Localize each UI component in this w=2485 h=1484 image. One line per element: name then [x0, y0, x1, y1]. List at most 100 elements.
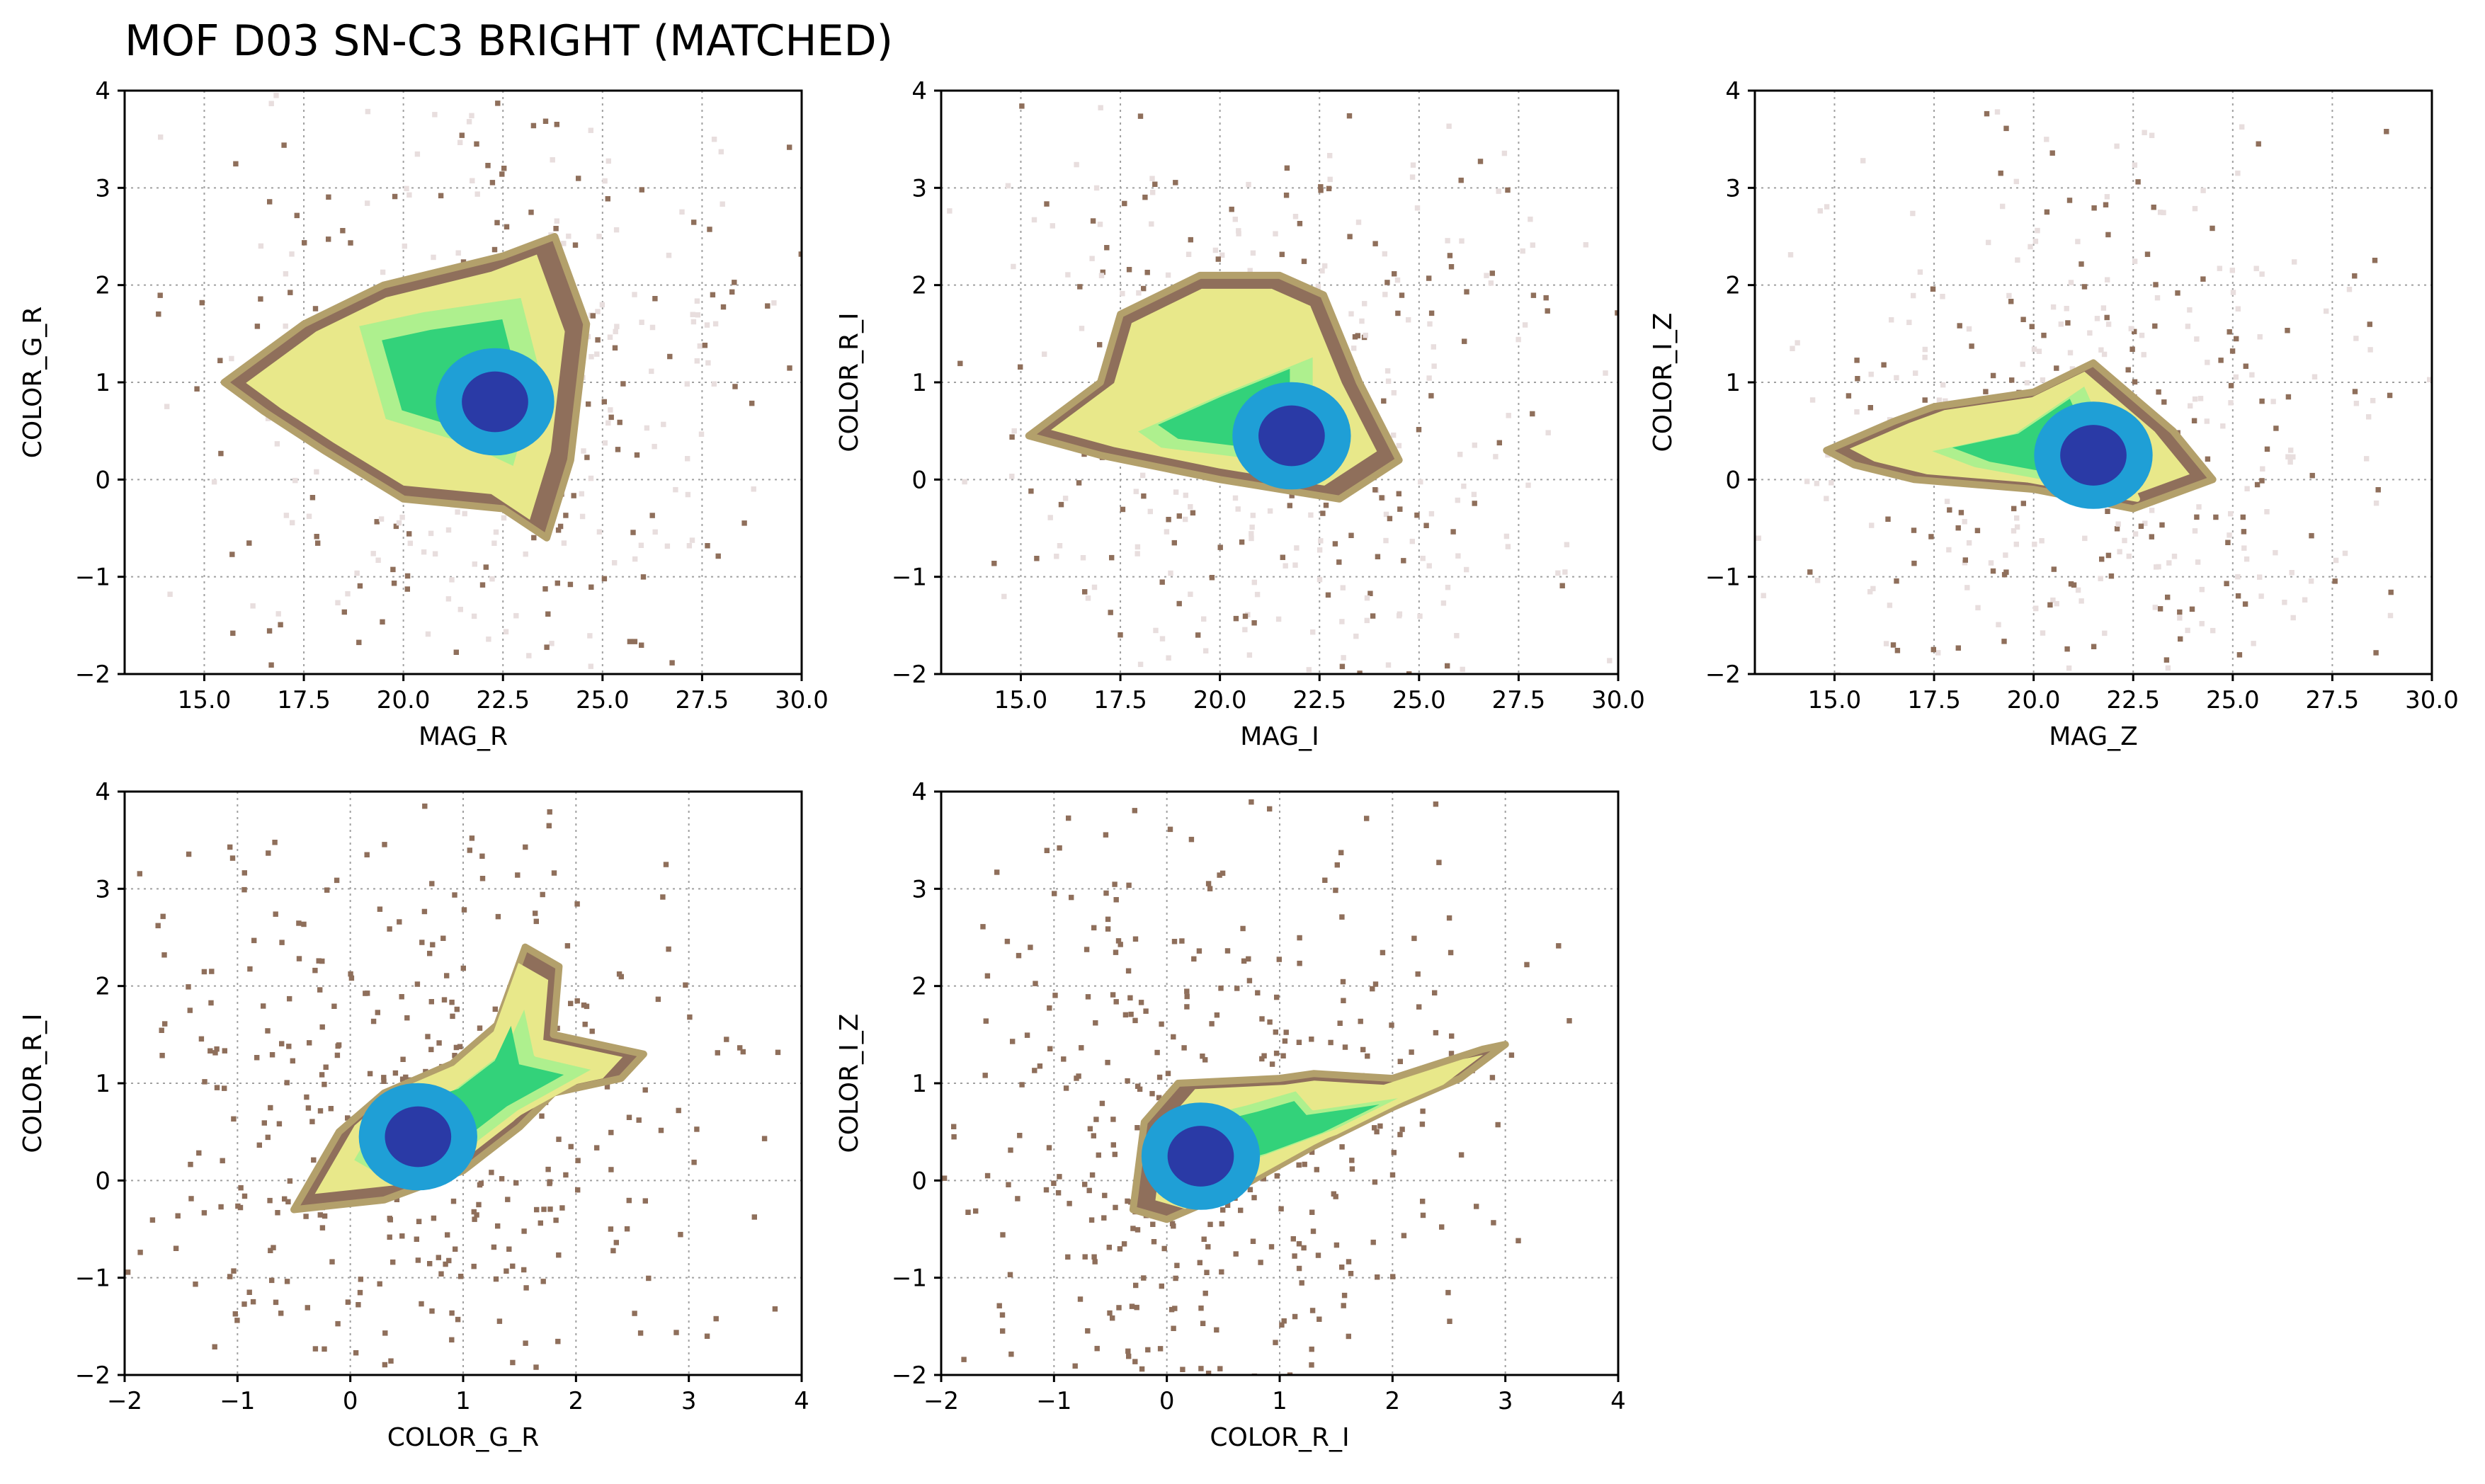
outlier-bin: [322, 1081, 327, 1088]
outlier-bin: [266, 628, 273, 634]
outlier-bin: [2157, 606, 2163, 612]
outlier-bin: [1440, 600, 1447, 606]
outlier-bin: [1006, 1182, 1011, 1187]
outlier-bin: [1384, 280, 1390, 285]
outlier-bin: [1370, 1239, 1376, 1245]
outlier-bin: [554, 218, 559, 224]
outlier-bin: [1246, 956, 1251, 962]
outlier-bin: [2135, 179, 2141, 185]
outlier-bin: [1171, 1325, 1176, 1331]
outlier-bin: [1275, 616, 1282, 622]
outlier-bin: [211, 479, 217, 485]
outlier-bin: [545, 611, 551, 617]
y-tick-label: −1: [892, 564, 927, 592]
outlier-bin: [217, 358, 223, 363]
outlier-bin: [1911, 560, 1917, 566]
outlier-bin: [1406, 671, 1412, 674]
outlier-bin: [584, 455, 590, 460]
outlier-bin: [2384, 129, 2389, 135]
outlier-bin: [457, 1044, 463, 1049]
outlier-bin: [1375, 554, 1381, 559]
outlier-bin: [2228, 510, 2234, 517]
outlier-bin: [1103, 890, 1109, 896]
outlier-bin: [356, 1302, 361, 1308]
outlier-bin: [741, 520, 747, 526]
outlier-bin: [220, 1158, 225, 1164]
outlier-bin: [256, 1142, 262, 1148]
outlier-bin: [1233, 615, 1239, 622]
outlier-bin: [149, 1217, 156, 1223]
outlier-bin: [1370, 613, 1376, 619]
outlier-bin: [1491, 1220, 1496, 1226]
outlier-bin: [632, 639, 638, 644]
outlier-bin: [1448, 1051, 1455, 1056]
outlier-bin: [1105, 926, 1111, 932]
outlier-bin: [466, 119, 472, 125]
outlier-bin: [1132, 1359, 1138, 1364]
outlier-bin: [1032, 1068, 1037, 1073]
outlier-bin: [400, 1056, 406, 1062]
outlier-bin: [353, 1350, 359, 1356]
outlier-bin: [1259, 1016, 1265, 1022]
outlier-bin: [493, 529, 499, 535]
y-tick-label: 3: [95, 174, 110, 202]
outlier-bin: [1309, 1209, 1315, 1215]
outlier-bin: [991, 561, 997, 566]
outlier-bin: [1250, 513, 1256, 518]
outlier-bin: [1144, 270, 1150, 275]
outlier-bin: [2014, 524, 2020, 530]
outlier-bin: [2367, 347, 2373, 353]
outlier-bin: [1289, 493, 1295, 498]
outlier-bin: [1283, 563, 1288, 569]
outlier-bin: [314, 469, 319, 475]
x-tick-label: 27.5: [676, 686, 729, 714]
outlier-bin: [2200, 188, 2206, 193]
outlier-bin: [234, 1318, 240, 1323]
outlier-bin: [540, 1279, 546, 1284]
outlier-bin: [2352, 273, 2358, 279]
outlier-bin: [1247, 268, 1253, 273]
outlier-bin: [1363, 332, 1368, 338]
outlier-bin: [1205, 1370, 1212, 1375]
outlier-bin: [1126, 267, 1132, 273]
outlier-bin: [269, 1052, 275, 1058]
outlier-bin: [613, 329, 618, 335]
outlier-bin: [354, 570, 360, 576]
outlier-bin: [547, 809, 552, 815]
outlier-bin: [1139, 1366, 1145, 1372]
outlier-bin: [415, 1257, 421, 1263]
outlier-bin: [737, 1045, 743, 1051]
outlier-bin: [404, 186, 409, 192]
outlier-bin: [267, 199, 273, 205]
outlier-bin: [186, 851, 192, 857]
outlier-bin: [2177, 615, 2183, 621]
outlier-bin: [2233, 374, 2239, 380]
outlier-bin: [1200, 1054, 1205, 1059]
outlier-bin: [1077, 284, 1083, 290]
outlier-bin: [1132, 808, 1137, 814]
outlier-bin: [1331, 1191, 1336, 1197]
outlier-bin: [1894, 648, 1901, 653]
outlier-bin: [1085, 994, 1091, 1000]
outlier-bin: [1105, 1059, 1110, 1066]
outlier-bin: [1074, 1075, 1079, 1081]
outlier-bin: [1445, 663, 1450, 669]
outlier-bin: [274, 441, 280, 447]
outlier-bin: [515, 872, 521, 878]
outlier-bin: [1031, 217, 1037, 223]
outlier-bin: [2175, 290, 2180, 296]
outlier-bin: [655, 996, 661, 1003]
outlier-bin: [2192, 528, 2198, 534]
outlier-bin: [377, 1281, 382, 1287]
outlier-bin: [1274, 994, 1280, 1000]
x-tick-label: 30.0: [1591, 686, 1645, 714]
outlier-bin: [961, 1357, 967, 1362]
outlier-bin: [1974, 527, 1981, 534]
outlier-bin: [282, 1196, 288, 1202]
outlier-bin: [450, 1013, 455, 1020]
outlier-bin: [533, 918, 539, 925]
outlier-bin: [322, 1346, 327, 1352]
outlier-bin: [1322, 263, 1328, 269]
outlier-bin: [2011, 528, 2017, 534]
outlier-bin: [1389, 1172, 1396, 1178]
